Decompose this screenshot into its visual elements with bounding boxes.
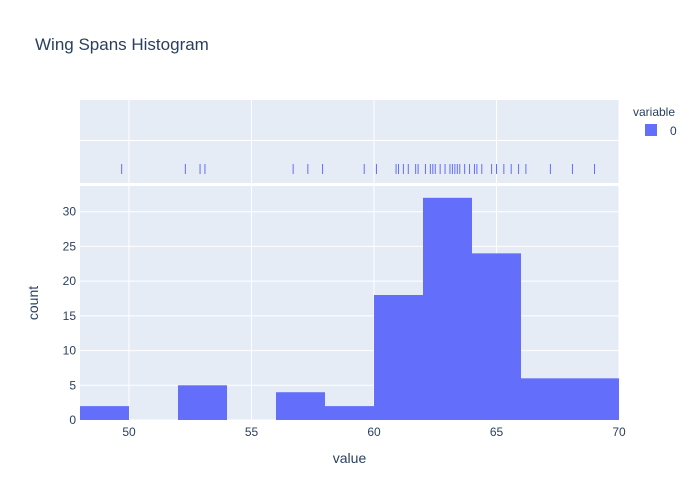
histogram-bar[interactable]	[472, 253, 521, 420]
histogram-bar[interactable]	[423, 197, 472, 420]
x-tick-label: 50	[122, 425, 136, 439]
histogram-bar[interactable]	[374, 295, 423, 420]
x-axis-ticks: 50 55 60 65 70	[122, 425, 626, 439]
rug-plot-area	[80, 100, 619, 183]
histogram-bar[interactable]	[178, 385, 227, 420]
y-tick-label: 20	[63, 274, 77, 288]
histogram-bar[interactable]	[521, 378, 619, 420]
y-axis-ticks: 0 5 10 15 20 25 30	[63, 205, 77, 427]
legend-swatch[interactable]	[645, 124, 657, 136]
histogram-gridlines	[80, 186, 620, 421]
y-axis-label: count	[25, 286, 41, 320]
x-axis-label: value	[333, 450, 367, 466]
histogram-bars	[80, 197, 619, 420]
y-tick-label: 0	[69, 413, 76, 427]
histogram-bar[interactable]	[80, 406, 129, 420]
rug-gridlines	[80, 100, 620, 183]
chart-title: Wing Spans Histogram	[35, 35, 209, 54]
rug-marks	[121, 164, 595, 174]
legend[interactable]: variable 0	[633, 105, 677, 138]
histogram-bar[interactable]	[276, 392, 325, 420]
x-tick-label: 60	[367, 425, 381, 439]
y-tick-label: 10	[63, 344, 77, 358]
y-tick-label: 5	[69, 378, 76, 392]
legend-entry-label: 0	[670, 124, 677, 138]
y-tick-label: 30	[63, 205, 77, 219]
histogram-bar[interactable]	[325, 406, 374, 420]
legend-title: variable	[633, 105, 675, 119]
y-tick-label: 25	[63, 239, 77, 253]
x-tick-label: 70	[612, 425, 626, 439]
x-tick-label: 65	[490, 425, 504, 439]
y-tick-label: 15	[63, 309, 77, 323]
x-tick-label: 55	[245, 425, 259, 439]
